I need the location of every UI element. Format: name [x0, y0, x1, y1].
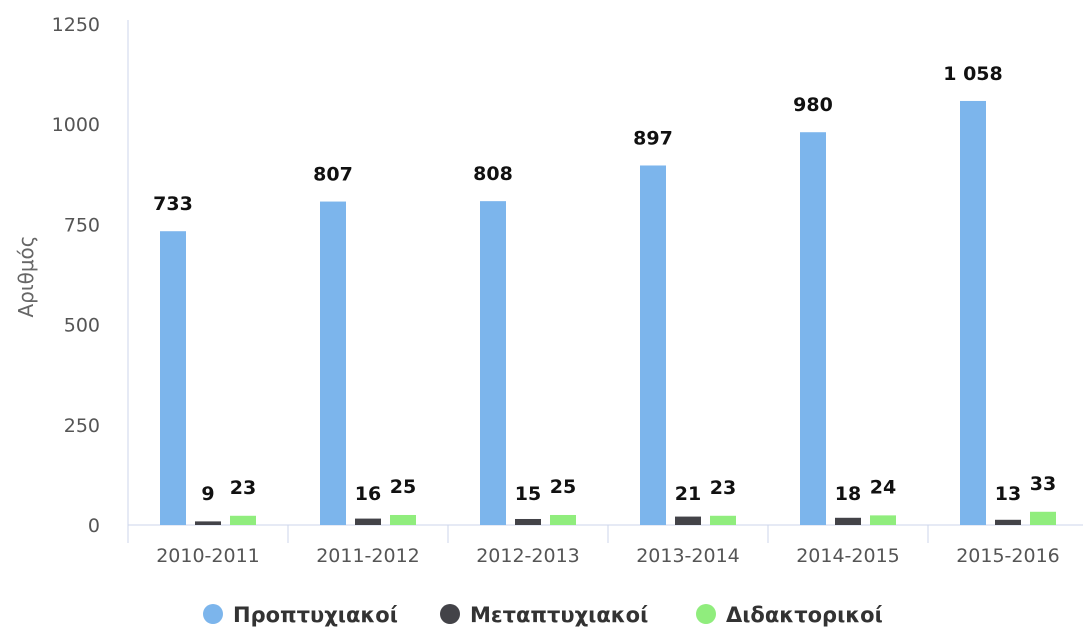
bar	[1030, 511, 1056, 525]
data-label: 980	[793, 94, 833, 116]
bars	[160, 100, 1056, 526]
data-label: 1 058	[943, 63, 1003, 85]
legend-marker	[440, 604, 460, 624]
legend-label: Διδακτορικοί	[726, 603, 883, 627]
data-label: 16	[355, 483, 381, 505]
bar	[355, 518, 381, 525]
y-tick-label: 250	[64, 415, 100, 437]
data-label: 24	[870, 476, 896, 498]
data-label: 808	[473, 163, 513, 185]
legend: Προπτυχιακοί Μεταπτυχιακοί Διδακτορικοί	[203, 603, 883, 627]
data-label: 15	[515, 483, 541, 505]
bar	[640, 165, 666, 525]
data-label: 25	[390, 476, 416, 498]
bar	[515, 518, 541, 525]
x-tick-label: 2010-2011	[156, 545, 260, 567]
y-axis-title: Αριθμός	[14, 235, 38, 317]
y-tick-label: 750	[64, 214, 100, 236]
bar	[870, 515, 896, 525]
x-axis: 2010-2011 2011-2012 2012-2013 2013-2014 2014…	[127, 524, 1083, 567]
bar	[320, 201, 346, 526]
data-label: 21	[675, 483, 701, 505]
bar	[230, 515, 256, 525]
data-label: 807	[313, 164, 353, 186]
x-tick-label: 2011-2012	[316, 545, 420, 567]
bar	[835, 517, 861, 525]
bar	[995, 519, 1021, 525]
legend-label: Προπτυχιακοί	[233, 603, 398, 627]
x-tick-label: 2014-2015	[796, 545, 900, 567]
y-tick-label: 1250	[52, 14, 100, 36]
bar	[800, 132, 826, 525]
bar	[710, 515, 736, 525]
data-label: 13	[995, 483, 1021, 505]
data-label: 9	[201, 483, 214, 505]
y-tick-label: 500	[64, 315, 100, 337]
bar	[480, 201, 506, 525]
y-tick-label: 0	[88, 515, 100, 537]
x-tick-label: 2015-2016	[956, 545, 1060, 567]
bar	[960, 100, 986, 525]
data-label: 23	[710, 477, 736, 499]
x-tick-label: 2013-2014	[636, 545, 740, 567]
data-label: 897	[633, 127, 673, 149]
data-label: 33	[1030, 473, 1056, 495]
y-axis: 0 250 500 750 1000 1250 Αριθμός	[14, 14, 129, 537]
bar	[390, 514, 416, 525]
legend-label: Μεταπτυχιακοί	[470, 603, 648, 627]
data-label: 733	[153, 193, 193, 215]
data-labels: 733 807 808 897 980 1 058 9 16 15 21 18 13 23 25 25 23 2…	[153, 63, 1056, 505]
data-label: 18	[835, 483, 861, 505]
bar	[160, 231, 186, 525]
bar	[675, 516, 701, 525]
bar	[195, 521, 221, 525]
data-label: 23	[230, 477, 256, 499]
legend-marker	[203, 604, 223, 624]
data-label: 25	[550, 476, 576, 498]
x-tick-label: 2012-2013	[476, 545, 580, 567]
legend-marker	[696, 604, 716, 624]
y-tick-label: 1000	[52, 114, 100, 136]
bar	[550, 514, 576, 525]
